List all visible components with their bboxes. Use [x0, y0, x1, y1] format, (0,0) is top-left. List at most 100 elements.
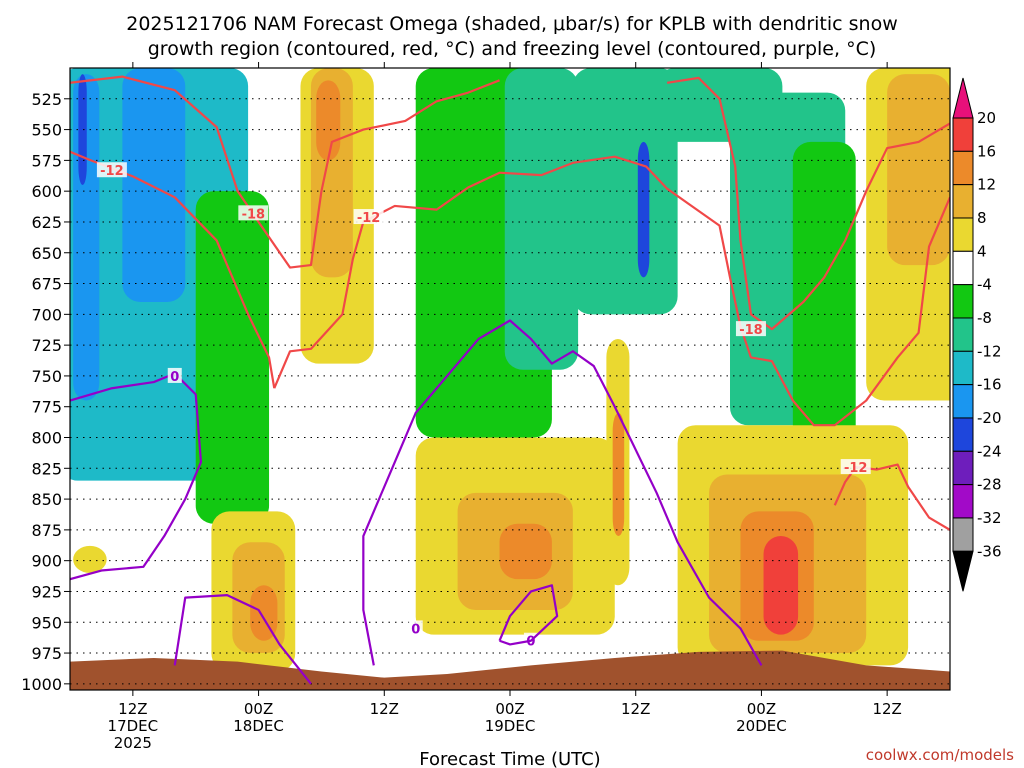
credit-text: coolwx.com/models [866, 746, 1014, 764]
freezing-contour-2 [362, 319, 763, 666]
freezing-contour-label: 0 [526, 635, 535, 650]
dgz-label-bg [353, 209, 384, 225]
colorbar-bottom-arrow [952, 550, 974, 592]
y-tick-label: 625 [31, 213, 62, 232]
colorbar-top-arrow [952, 77, 974, 119]
terrain-layer [70, 650, 950, 690]
colorbar-label: -28 [977, 476, 1002, 494]
omega-region-2-1 [316, 80, 341, 161]
colorbar-label: -20 [977, 409, 1002, 427]
colorbar-bin [952, 484, 974, 519]
omega-colorbar: 20 16 12 8 4 -4 -8 -12 -16 -20 -24 -28 -32 -36 [952, 77, 1002, 592]
freezing-contour-1 [173, 594, 312, 685]
omega-region-0-1 [78, 74, 87, 186]
dgz-contour-2 [273, 155, 950, 427]
dgz-label-bg [840, 459, 871, 475]
colorbar-bin [952, 350, 974, 386]
freezing-label-bg [408, 620, 423, 636]
terrain-surface [70, 650, 950, 690]
y-tick-label: 525 [31, 90, 62, 109]
colorbar-bin [952, 384, 974, 419]
pressure-axis: 525 550 575 600 625 650 675 700 725 750 775 800 825 8… [21, 90, 70, 694]
x-tick-label: 20DEC [736, 717, 787, 735]
x-tick-label: 00Z [495, 700, 524, 718]
colorbar-bin [952, 184, 974, 219]
dgz-contour-4 [833, 463, 950, 531]
freezing-level-contours: 0 0 0 [70, 319, 763, 685]
omega-region-0-2 [122, 68, 186, 303]
omega-shading [70, 68, 950, 672]
freezing-contour-label: 0 [170, 370, 179, 385]
omega-region-6 [572, 68, 678, 315]
y-tick-label: 850 [31, 490, 62, 509]
y-tick-label: 900 [31, 552, 62, 571]
y-tick-label: 725 [31, 336, 62, 355]
dgz-label-bg [96, 162, 127, 178]
y-tick-label: 600 [31, 182, 62, 201]
omega-region-10-0 [887, 74, 950, 266]
x-tick-label: 12Z [370, 700, 399, 718]
colorbar-bin [952, 217, 974, 252]
omega-region-14 [73, 545, 107, 573]
x-tick-label: 2025 [114, 734, 152, 752]
x-tick-label: 00Z [244, 700, 273, 718]
x-tick-label: 12Z [118, 700, 147, 718]
colorbar-label: -4 [977, 276, 992, 294]
x-tick-label: 12Z [621, 700, 650, 718]
y-tick-label: 550 [31, 121, 62, 140]
freezing-contour-0 [70, 372, 203, 581]
colorbar-label: -32 [977, 509, 1002, 527]
colorbar-label: -12 [977, 342, 1002, 360]
x-tick-label: 17DEC [108, 717, 159, 735]
colorbar-label: -24 [977, 442, 1002, 460]
colorbar-bin [952, 417, 974, 452]
x-tick-label: 00Z [747, 700, 776, 718]
y-tick-label: 975 [31, 644, 62, 663]
x-axis-label: Forecast Time (UTC) [419, 749, 600, 768]
omega-region-3-1 [250, 585, 278, 641]
dgz-contour-label: -18 [739, 323, 763, 338]
freezing-contour-label: 0 [411, 622, 420, 637]
dgz-label-bg [735, 321, 766, 337]
y-tick-label: 800 [31, 429, 62, 448]
colorbar-bin [952, 150, 974, 186]
y-tick-label: 750 [31, 367, 62, 386]
dgz-contour-1 [70, 75, 500, 269]
x-tick-label: 18DEC [233, 717, 284, 735]
dgz-contour-label: -18 [242, 207, 266, 222]
colorbar-label: 12 [977, 176, 996, 194]
y-tick-label: 825 [31, 459, 62, 478]
y-tick-label: 650 [31, 244, 62, 263]
omega-region-1 [195, 191, 270, 524]
colorbar-bin [952, 517, 974, 552]
omega-region-6-0 [637, 141, 650, 278]
colorbar-bin [952, 250, 974, 286]
omega-region-12-0 [612, 412, 625, 537]
y-tick-label: 950 [31, 613, 62, 632]
colorbar-bin [952, 450, 974, 486]
y-tick-label: 775 [31, 398, 62, 417]
colorbar-label: -16 [977, 376, 1002, 394]
colorbar-label: 20 [977, 109, 996, 127]
omega-region-5 [504, 68, 579, 370]
chart-title-line1: 2025121706 NAM Forecast Omega (shaded, μ… [126, 13, 898, 35]
colorbar-label: 8 [977, 209, 987, 227]
colorbar-label: -8 [977, 309, 992, 327]
x-tick-label: 12Z [872, 700, 901, 718]
dgz-contours: -12 -18 -12 -18 -12 [70, 75, 950, 531]
x-tick-label: 19DEC [485, 717, 536, 735]
colorbar-label: 16 [977, 142, 996, 160]
y-tick-label: 925 [31, 582, 62, 601]
chart-title-line2: growth region (contoured, red, °C) and f… [148, 38, 877, 60]
colorbar-bin [952, 317, 974, 352]
colorbar-label: 4 [977, 242, 987, 260]
y-tick-label: 675 [31, 275, 62, 294]
freezing-label-bg [167, 367, 182, 383]
colorbar-bin [952, 117, 974, 152]
dgz-contour-label: -12 [100, 164, 124, 179]
y-tick-label: 700 [31, 305, 62, 324]
dgz-contour-label: -12 [844, 461, 868, 476]
colorbar-bin [952, 284, 974, 319]
freezing-contour-3 [498, 584, 559, 646]
